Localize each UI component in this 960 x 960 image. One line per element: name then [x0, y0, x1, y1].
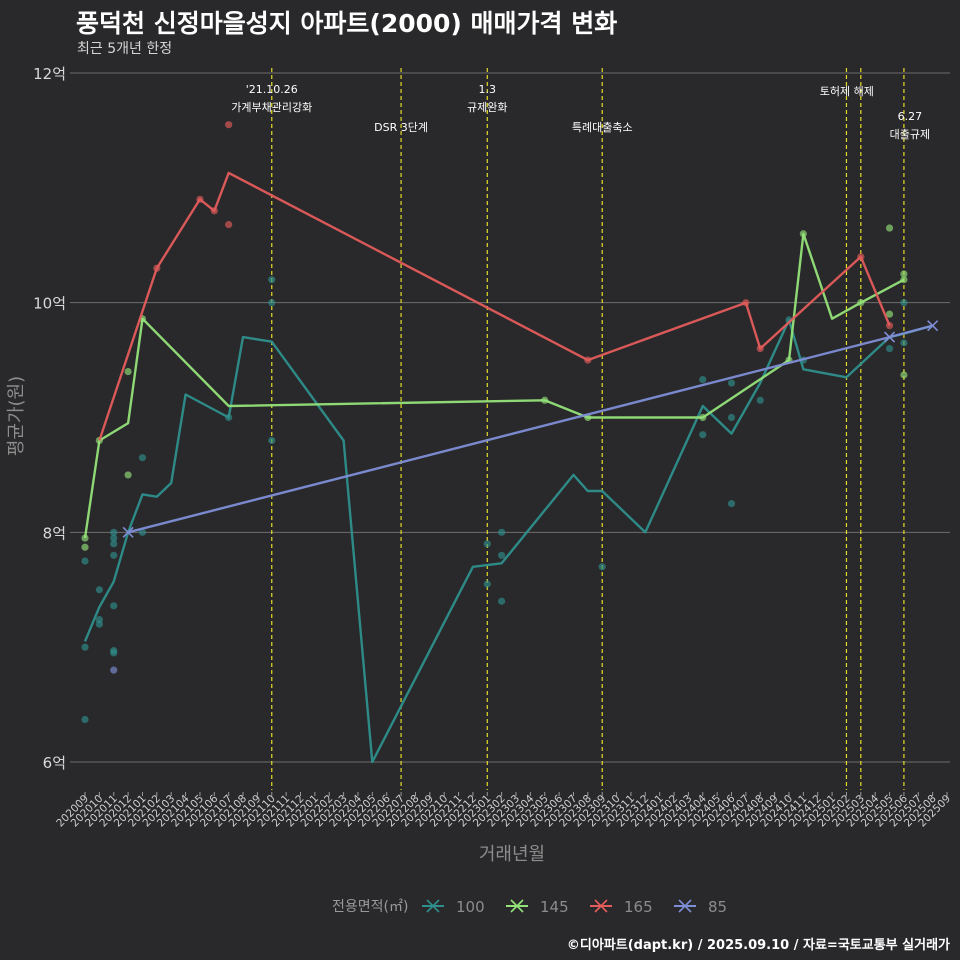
point-100: [483, 580, 491, 588]
legend-key-marker: [678, 899, 692, 913]
event-label: 6.27: [898, 110, 923, 123]
source-caption: ©디아파트(dapt.kr) / 2025.09.10 / 자료=국토교통부 실…: [566, 938, 950, 953]
point-100: [498, 528, 506, 536]
grid-lines: [70, 72, 950, 763]
point-100: [900, 339, 908, 347]
point-100: [81, 715, 89, 724]
point-145: [124, 367, 132, 376]
point-145: [124, 471, 132, 479]
point-100: [268, 276, 276, 284]
point-100: [110, 647, 118, 655]
point-145: [81, 543, 89, 551]
y-tick-label: 8억: [43, 524, 66, 542]
legend-entry-145: 145: [506, 898, 569, 916]
chart-subtitle: 최근 5개년 한정: [77, 41, 173, 57]
point-100: [699, 431, 707, 439]
legend: 전용면적(㎡) 100 145 165 85: [332, 898, 727, 916]
point-165: [225, 121, 233, 129]
event-label: DSR 3단계: [374, 121, 428, 134]
legend-label: 85: [708, 898, 727, 916]
point-100: [81, 557, 89, 565]
point-100: [498, 597, 506, 605]
legend-key-marker: [594, 899, 608, 913]
point-100: [699, 376, 707, 384]
point-145: [885, 224, 894, 232]
point-145: [900, 371, 908, 379]
legend-label: 165: [624, 898, 653, 916]
event-label: 1.3: [479, 83, 497, 96]
chart-title: 풍덕천 신정마을성지 아파트(2000) 매매가격 변화: [76, 9, 618, 38]
point-100: [110, 602, 118, 610]
event-label: 토허제 해제: [820, 84, 874, 98]
y-tick-label: 12억: [33, 65, 66, 83]
point-100: [110, 528, 118, 536]
point-100: [110, 551, 118, 559]
legend-key-marker: [426, 899, 440, 913]
point-100: [268, 436, 276, 445]
legend-title: 전용면적(㎡): [332, 899, 408, 915]
point-100: [268, 299, 276, 307]
point-100: [756, 396, 764, 404]
point-100: [95, 616, 103, 624]
point-100: [81, 643, 89, 651]
legend-entry-85: 85: [674, 898, 727, 916]
point-145: [885, 310, 894, 318]
point-100: [727, 500, 736, 508]
point-100: [598, 563, 606, 571]
point-145: [900, 270, 908, 278]
y-tick-label: 6억: [43, 754, 66, 772]
point-100: [885, 345, 894, 353]
point-165: [225, 220, 233, 229]
event-label: '21.10.26: [246, 83, 298, 96]
event-label: 규제완화: [467, 101, 507, 114]
point-100: [483, 540, 491, 548]
event-label: 가계부채관리강화: [231, 101, 312, 114]
y-axis-label: 평균가(원): [6, 376, 27, 456]
point-100: [138, 528, 147, 536]
x-axis-label: 거래년월: [479, 844, 545, 865]
series-lines: [83, 171, 939, 764]
marker-85: [927, 320, 939, 332]
point-100: [727, 379, 736, 387]
series-line-145: [83, 232, 905, 539]
series-line-100: [83, 318, 934, 764]
marker-85: [883, 331, 896, 343]
point-100: [110, 534, 118, 542]
event-label: 특례대출축소: [572, 121, 633, 134]
point-100: [727, 413, 736, 422]
series-line-165: [98, 171, 891, 441]
legend-key-marker: [510, 899, 524, 913]
x-axis: 2020092020102020112020122021012021022021…: [54, 792, 953, 829]
marker-85: [122, 526, 134, 538]
event-label: 대출규제: [890, 128, 930, 141]
point-100: [900, 299, 908, 307]
scatter-points: [81, 121, 908, 724]
point-100: [95, 586, 103, 594]
point-85: [110, 666, 118, 674]
y-tick-label: 10억: [33, 295, 66, 313]
legend-label: 145: [540, 898, 569, 916]
point-100: [110, 540, 118, 548]
series-line-85: [127, 324, 934, 534]
legend-entry-165: 165: [590, 898, 653, 916]
y-axis: 6억 8억 10억 12억: [33, 65, 66, 772]
legend-entry-100: 100: [422, 898, 485, 916]
point-100: [498, 551, 506, 559]
point-100: [138, 454, 147, 462]
legend-label: 100: [456, 898, 485, 916]
